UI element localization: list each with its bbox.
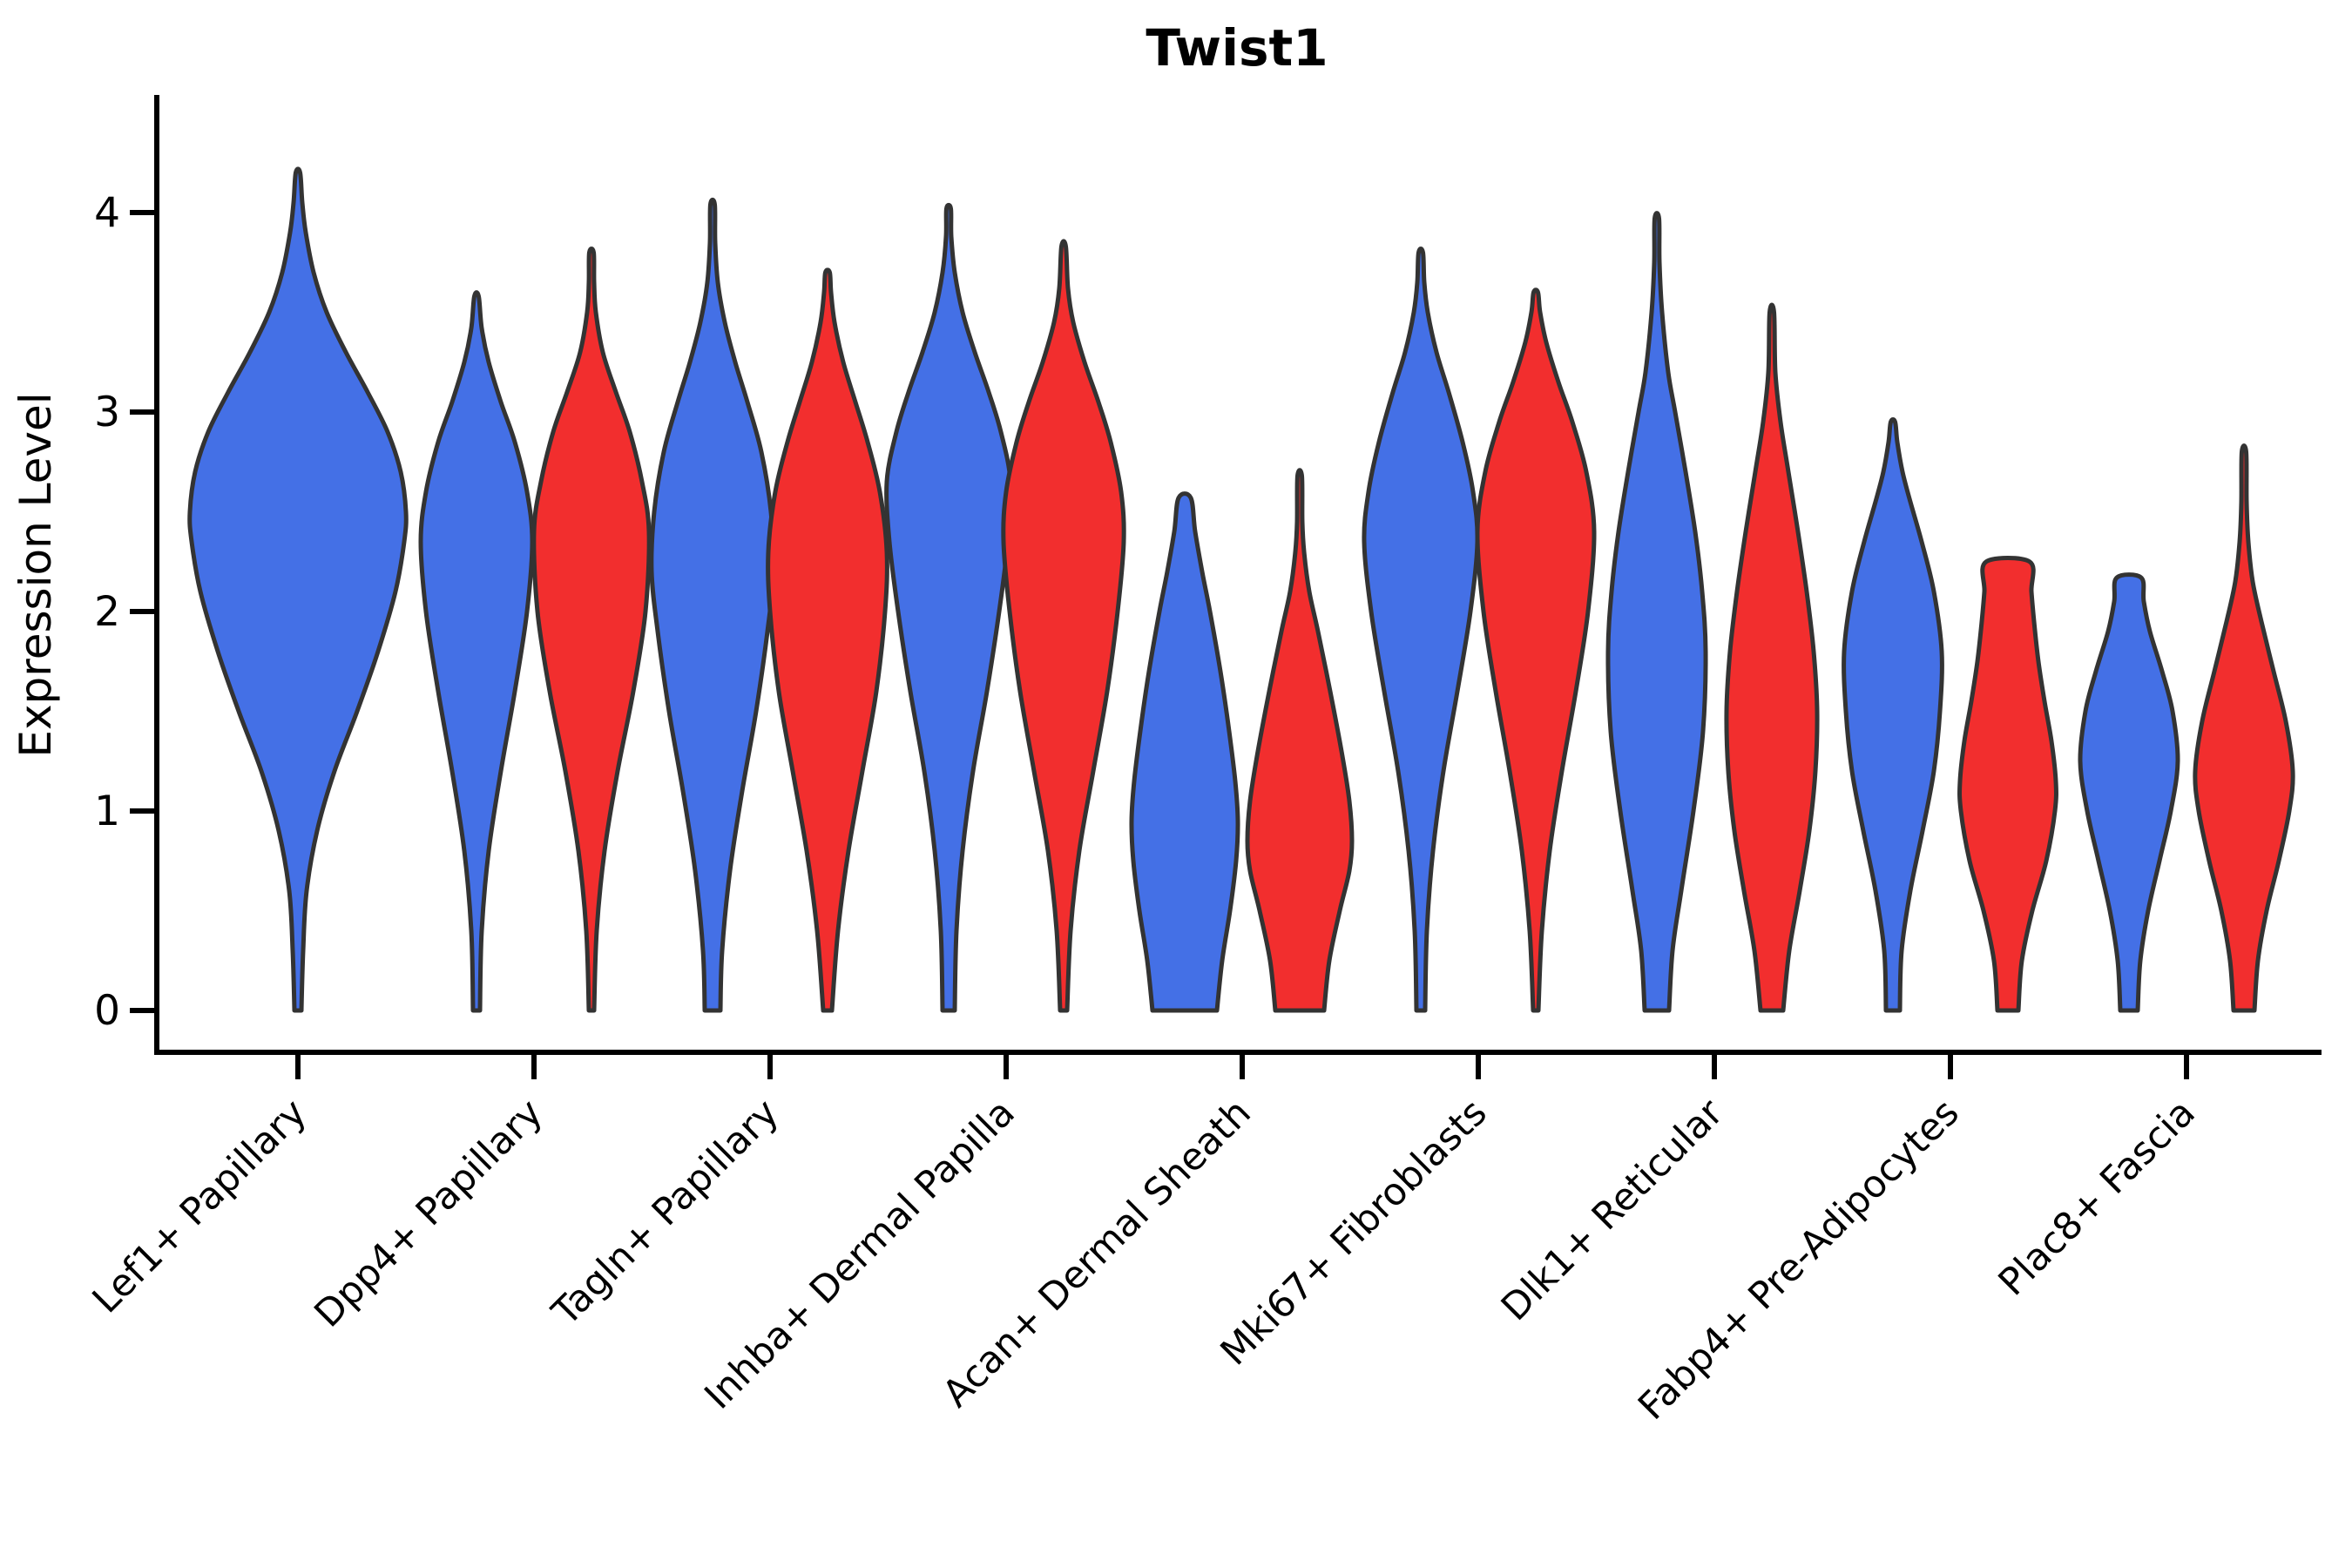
violin-tagln-papillary-group1 (649, 197, 776, 1013)
y-tick-label: 0 (94, 987, 120, 1035)
violin-acan-dermal-sheath-group1 (1129, 491, 1240, 1013)
x-tick-label-lef1-papillary: Lef1+ Papillary (84, 1091, 315, 1321)
violin-inhba-dermal-papilla-group2 (1001, 239, 1126, 1013)
x-tick-label-dlk1-reticular: Dlk1+ Reticular (1493, 1091, 1732, 1329)
violin-dpp4-papillary-group1 (418, 290, 535, 1013)
violin-lef1-papillary-group1 (187, 166, 409, 1013)
violin-dpp4-papillary-group2 (531, 247, 652, 1013)
x-tick-label-tagln-papillary: Tagln+ Papillary (544, 1091, 787, 1335)
violin-inhba-dermal-papilla-group1 (884, 203, 1013, 1013)
y-tick-label: 4 (94, 189, 120, 237)
x-tick-label-mki67-fibroblasts: Mki67+ Fibroblasts (1213, 1091, 1496, 1374)
chart-title: Twist1 (1146, 18, 1328, 78)
y-tick-label: 3 (94, 389, 120, 436)
violin-dlk1-reticular-group2 (1724, 302, 1820, 1013)
violin-dlk1-reticular-group1 (1605, 211, 1708, 1013)
axes-group (130, 95, 2322, 1079)
violin-acan-dermal-sheath-group2 (1245, 468, 1355, 1013)
violin-plac8-fascia-group2 (2193, 443, 2295, 1013)
x-tick-label-dpp4-papillary: Dpp4+ Papillary (307, 1091, 551, 1335)
violin-plac8-fascia-group1 (2078, 572, 2180, 1013)
violin-fabp4-pre-adipocytes-group1 (1842, 417, 1944, 1013)
y-axis-label: Expression Level (10, 392, 61, 757)
violin-mki67-fibroblasts-group2 (1475, 287, 1597, 1013)
x-tick-label-plac8-fascia: Plac8+ Fascia (1990, 1091, 2204, 1304)
violins-group (187, 166, 2295, 1013)
violin-mki67-fibroblasts-group1 (1362, 247, 1480, 1013)
y-tick-label: 2 (94, 588, 120, 636)
y-tick-label: 1 (94, 787, 120, 835)
violin-tagln-papillary-group2 (766, 267, 889, 1013)
violin-fabp4-pre-adipocytes-group2 (1957, 555, 2058, 1013)
y-tick-labels: 0 1 2 3 4 (94, 189, 120, 1035)
